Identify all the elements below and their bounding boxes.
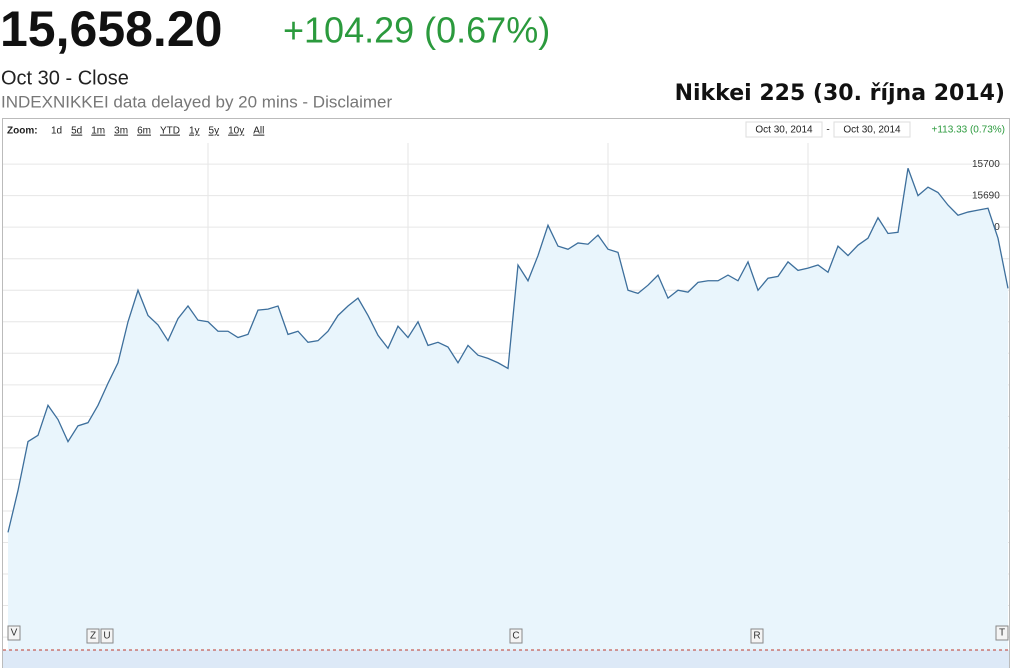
flag-box[interactable] bbox=[100, 628, 114, 644]
range-end[interactable]: Oct 30, 2014 bbox=[843, 125, 901, 136]
zoom-option[interactable]: 5y bbox=[209, 126, 220, 137]
flag-box[interactable] bbox=[509, 628, 523, 644]
zoom-label: Zoom: bbox=[7, 126, 38, 137]
range-start[interactable]: Oct 30, 2014 bbox=[755, 125, 813, 136]
zoom-option[interactable]: 1m bbox=[91, 126, 105, 137]
zoom-option[interactable]: YTD bbox=[160, 126, 180, 137]
flag[interactable]: Z bbox=[90, 631, 96, 642]
y-tick-label: 15700 bbox=[972, 159, 1000, 170]
zoom-option[interactable]: 1y bbox=[189, 126, 200, 137]
flag[interactable]: U bbox=[103, 631, 110, 642]
price-change: +104.29 (0.67%) bbox=[283, 10, 550, 51]
flag-box[interactable] bbox=[995, 625, 1009, 641]
line bbox=[7, 168, 1009, 533]
range-end-box[interactable] bbox=[833, 121, 911, 138]
flag[interactable]: T bbox=[999, 628, 1005, 639]
y-tick-label: 15690 bbox=[972, 190, 1000, 201]
zoom-option[interactable]: 5d bbox=[71, 126, 82, 137]
caption: Nikkei 225 (30. října 2014) bbox=[675, 81, 1005, 106]
plot: 1555015560155701558015590156001561015620… bbox=[3, 143, 1009, 668]
navigator bbox=[3, 650, 1009, 668]
close-date: Oct 30 - Close bbox=[1, 67, 129, 89]
flag[interactable]: V bbox=[11, 628, 18, 639]
zoom-option[interactable]: 10y bbox=[228, 126, 244, 137]
flag[interactable]: C bbox=[512, 631, 519, 642]
zoom-option[interactable]: 1d bbox=[51, 126, 62, 137]
flag-box[interactable] bbox=[86, 628, 100, 644]
price: 15,658.20 bbox=[0, 1, 222, 57]
area bbox=[8, 168, 1008, 650]
flag-box[interactable] bbox=[7, 625, 21, 641]
range-start-box[interactable] bbox=[745, 121, 823, 138]
range-change: +113.33 (0.73%) bbox=[932, 125, 1005, 136]
flags: V Z U C R T bbox=[7, 625, 1009, 644]
range-separator: - bbox=[826, 125, 829, 136]
flag[interactable]: R bbox=[753, 631, 760, 642]
flag-box[interactable] bbox=[750, 628, 764, 644]
zoom-option[interactable]: All bbox=[253, 126, 264, 137]
zoom-option[interactable]: 3m bbox=[114, 126, 128, 137]
delay-note: INDEXNIKKEI data delayed by 20 mins - Di… bbox=[1, 92, 392, 111]
zoom-option[interactable]: 6m bbox=[137, 126, 151, 137]
zoom-options: 1d 5d 1m 3m 6m YTD 1y 5y 10y All bbox=[51, 126, 264, 137]
